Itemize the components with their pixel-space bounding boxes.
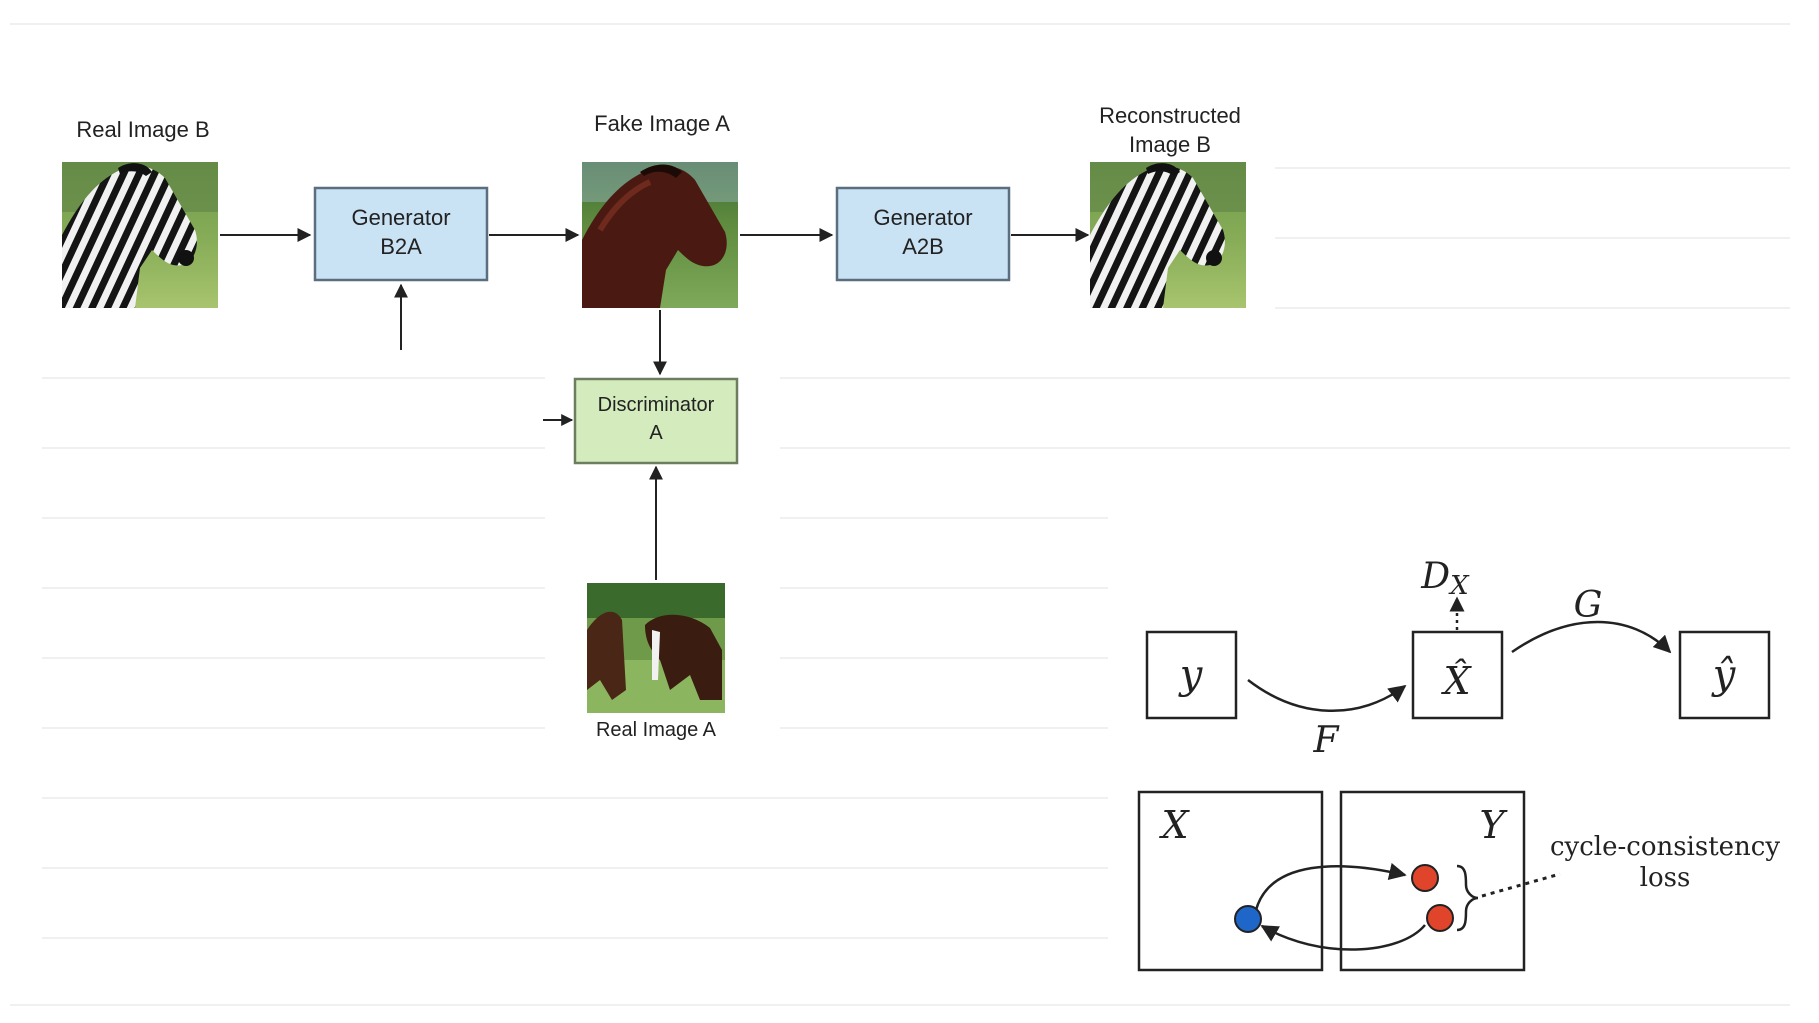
label-f: F (1313, 720, 1341, 761)
dot-y-reconstructed (1426, 904, 1454, 932)
arrow-f-curve (1247, 679, 1407, 712)
real-image-a-label: Real Image A (596, 719, 717, 741)
label-dx: DX (1420, 556, 1470, 601)
label-dx-sub: X (1448, 571, 1470, 601)
generator-b2a-box: Generator B2A (313, 186, 489, 282)
real-image-b-label: Real Image B (76, 117, 209, 142)
domain-x-label: X (1158, 803, 1190, 847)
node-x-hat-label: X̂ (1440, 659, 1472, 703)
node-y-box: y (1145, 630, 1238, 720)
generator-b2a-line1: Generator (351, 205, 450, 230)
domain-x-box: X (1137, 790, 1324, 972)
node-y-hat-label: ŷ (1711, 652, 1737, 698)
reconstructed-image-b-label-line2: Image B (1129, 132, 1211, 157)
brace-icon (1456, 864, 1479, 932)
node-y-label: y (1178, 652, 1204, 698)
cycle-consistency-loss-line2: loss (1640, 863, 1691, 893)
node-y-hat-box: ŷ (1678, 630, 1771, 720)
domain-y-label: Y (1479, 803, 1508, 847)
arrow-g-curve (1511, 620, 1672, 654)
label-dx-main: D (1420, 556, 1450, 597)
real-image-b-photo (62, 162, 218, 308)
generator-a2b-box: Generator A2B (835, 186, 1011, 282)
node-x-hat-box: X̂ (1411, 630, 1504, 720)
discriminator-a-line1: Discriminator (598, 394, 715, 416)
real-image-a-photo (587, 583, 725, 713)
generator-a2b-line1: Generator (873, 205, 972, 230)
label-g: G (1574, 585, 1603, 626)
generator-a2b-line2: A2B (902, 234, 944, 259)
arrow-x-to-y-curve (1254, 862, 1407, 911)
reconstructed-image-b-photo (1090, 162, 1246, 308)
fake-image-a-label: Fake Image A (594, 111, 730, 136)
dot-y-mapped (1411, 864, 1439, 892)
discriminator-a-box: Discriminator A (573, 377, 739, 465)
generator-b2a-line2: B2A (380, 234, 422, 259)
background-rule-lines (10, 23, 1790, 1006)
cycle-consistency-loss-line1: cycle-consistency (1550, 832, 1780, 862)
arrow-y-to-x-curve (1260, 924, 1426, 951)
discriminator-a-line2: A (649, 422, 663, 444)
reconstructed-image-b-label-line1: Reconstructed (1099, 103, 1241, 128)
dot-x-sample (1234, 905, 1262, 933)
fake-image-a-photo (582, 162, 738, 308)
